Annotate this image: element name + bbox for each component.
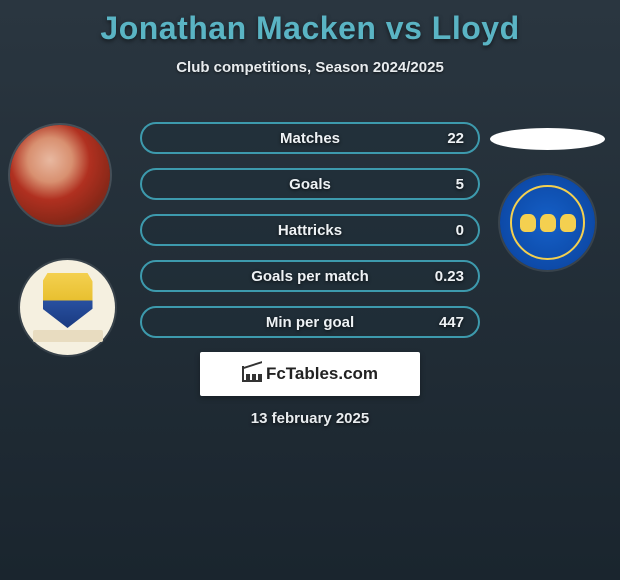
page-title: Jonathan Macken vs Lloyd: [0, 0, 620, 47]
stat-value-right: 0: [456, 222, 464, 239]
watermark-text: FcTables.com: [266, 364, 378, 384]
stat-row-goals: Goals 5: [140, 168, 480, 200]
stat-label: Matches: [280, 130, 340, 147]
watermark: FcTables.com: [200, 352, 420, 396]
player2-club-crest: [500, 175, 595, 270]
stat-row-min-per-goal: Min per goal 447: [140, 306, 480, 338]
stat-row-hattricks: Hattricks 0: [140, 214, 480, 246]
stat-label: Goals per match: [251, 268, 369, 285]
date-label: 13 february 2025: [0, 410, 620, 427]
stat-label: Hattricks: [278, 222, 342, 239]
stat-label: Min per goal: [266, 314, 354, 331]
player2-avatar-placeholder: [490, 128, 605, 150]
stat-row-goals-per-match: Goals per match 0.23: [140, 260, 480, 292]
crest-ribbon: [33, 330, 103, 342]
stats-container: Matches 22 Goals 5 Hattricks 0 Goals per…: [140, 122, 480, 352]
stat-value-right: 22: [447, 130, 464, 147]
crest-inner-ring: [510, 185, 585, 260]
stat-row-matches: Matches 22: [140, 122, 480, 154]
lion-icon: [560, 214, 576, 232]
stat-value-right: 447: [439, 314, 464, 331]
subtitle: Club competitions, Season 2024/2025: [0, 59, 620, 76]
lion-icon: [520, 214, 536, 232]
stat-value-right: 0.23: [435, 268, 464, 285]
shield-icon: [43, 273, 93, 328]
player1-club-crest: [20, 260, 115, 355]
stat-value-right: 5: [456, 176, 464, 193]
lion-icon: [540, 214, 556, 232]
stat-label: Goals: [289, 176, 331, 193]
player1-avatar: [10, 125, 110, 225]
chart-icon: [242, 366, 262, 382]
